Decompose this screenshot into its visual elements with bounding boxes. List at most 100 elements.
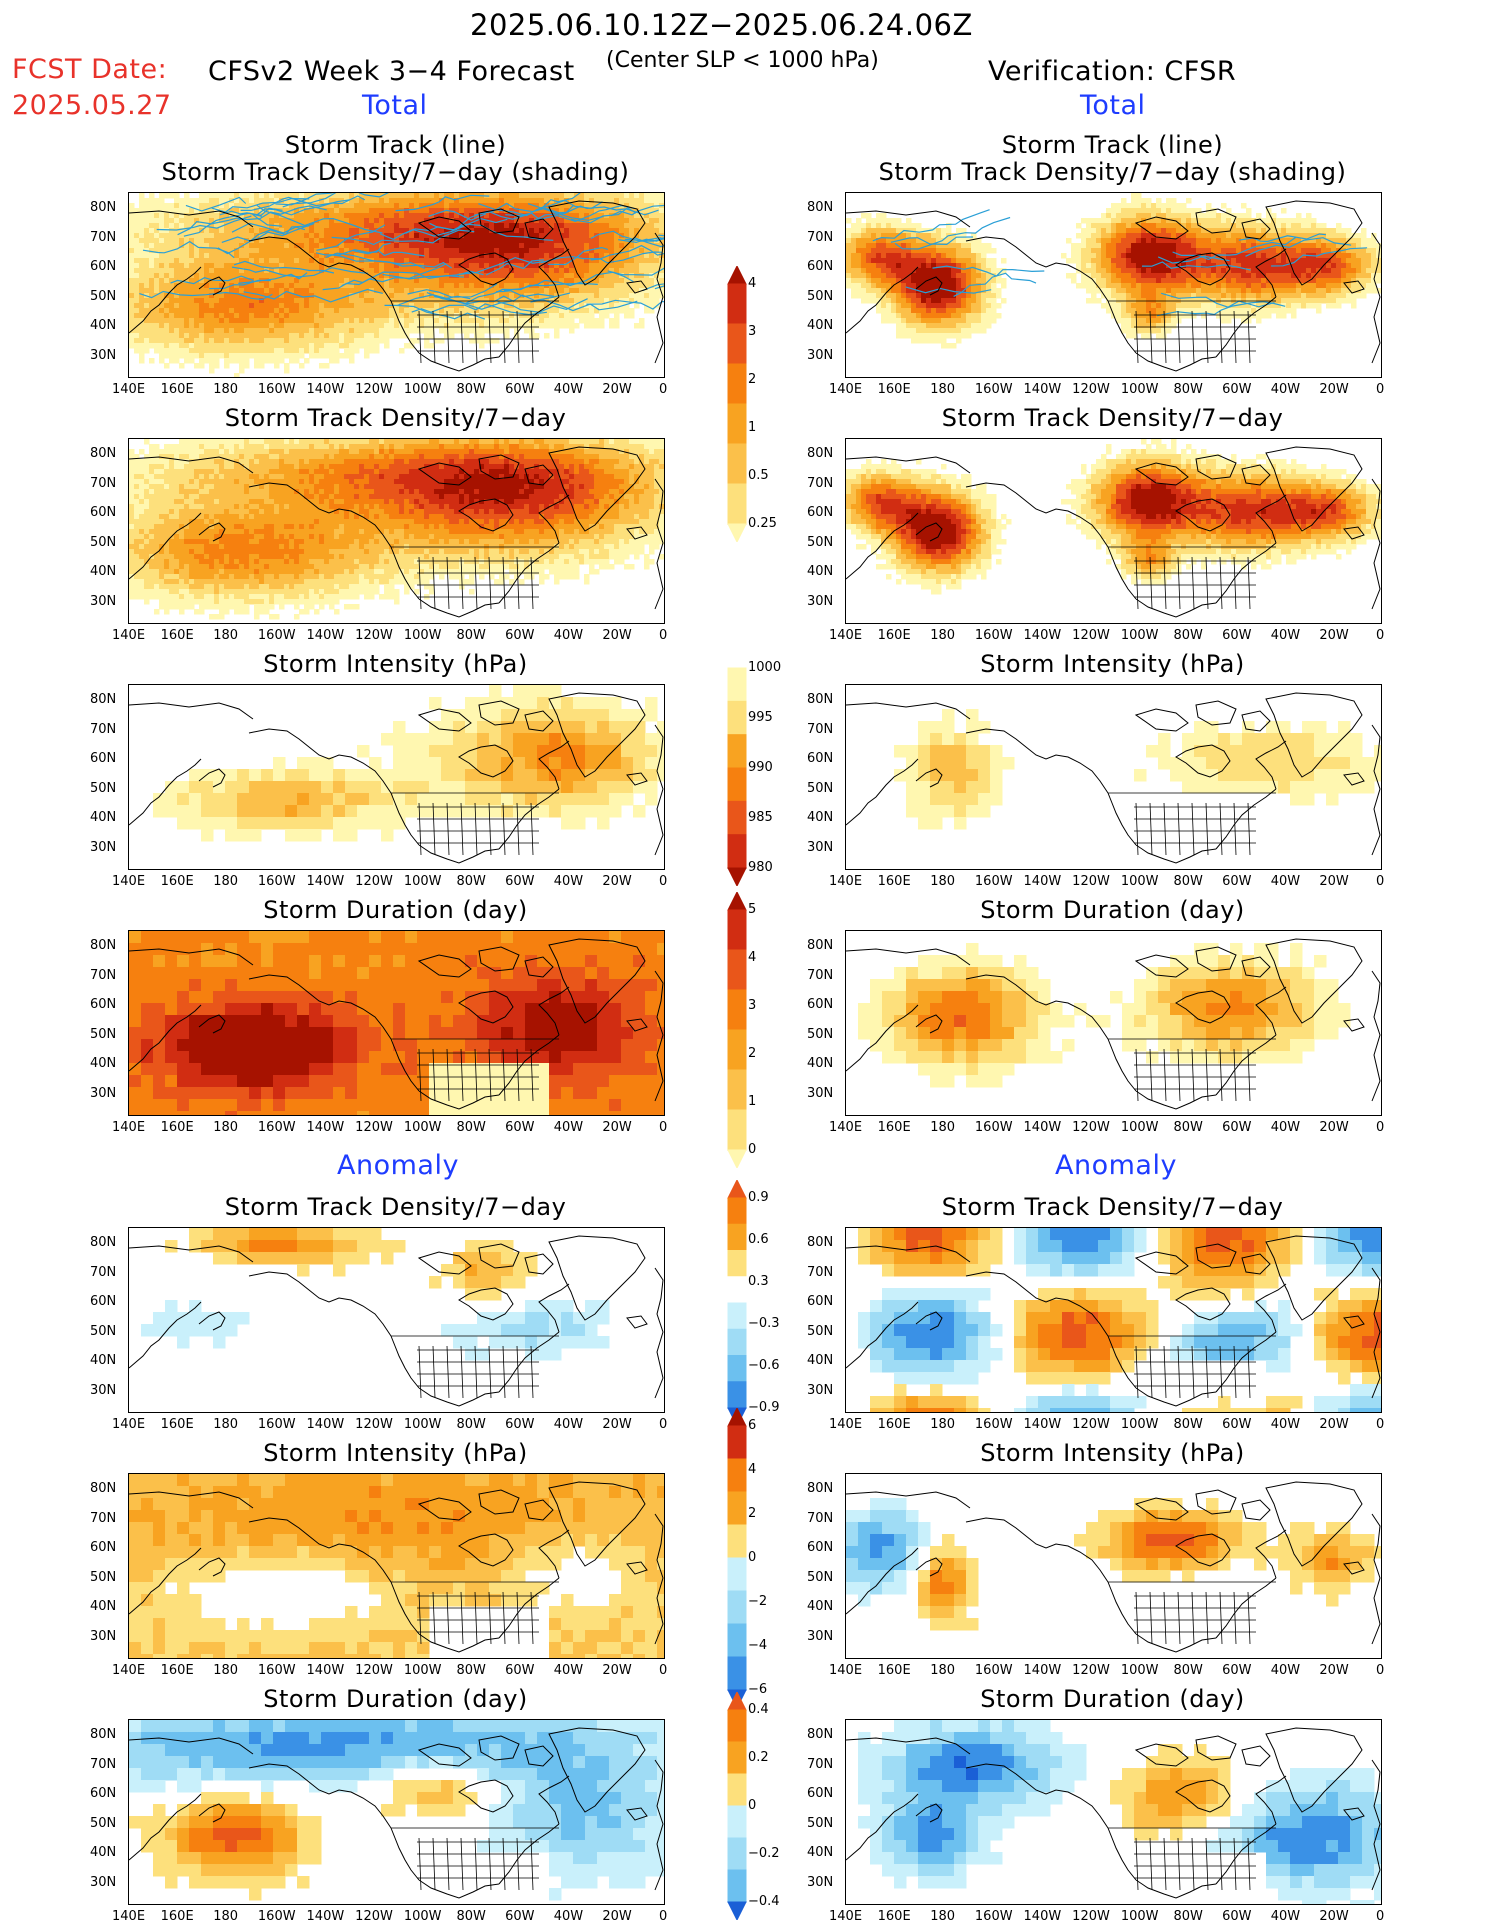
lon-label: 80W xyxy=(1173,628,1203,643)
colorbar-tick-label: 3 xyxy=(748,324,757,339)
lat-label: 40N xyxy=(807,564,834,579)
lon-label: 160W xyxy=(257,1663,296,1678)
lat-label: 40N xyxy=(807,318,834,333)
lon-label: 160E xyxy=(877,1663,911,1678)
lat-label: 50N xyxy=(90,534,117,550)
map-panel-density-right xyxy=(845,438,1382,624)
forecast-period: 2025.06.10.12Z−2025.06.24.06Z xyxy=(470,8,973,42)
lon-label: 20W xyxy=(602,874,632,889)
lon-label: 140E xyxy=(829,1663,863,1678)
lat-label: 40N xyxy=(807,1599,834,1614)
lon-label: 60W xyxy=(505,1663,535,1678)
lat-label: 30N xyxy=(807,593,834,609)
lon-label: 120W xyxy=(355,1417,393,1432)
lon-label: 20W xyxy=(1319,1663,1349,1678)
shading-field xyxy=(129,1720,664,1901)
lon-label: 140E xyxy=(829,628,863,643)
lon-label: 0 xyxy=(1376,1663,1385,1678)
lon-label: 140W xyxy=(306,382,345,397)
lat-label: 40N xyxy=(807,1353,834,1368)
lat-label: 50N xyxy=(807,1026,834,1042)
lat-label: 40N xyxy=(807,1056,834,1071)
lon-label: 120W xyxy=(1072,1663,1110,1678)
lon-label: 60W xyxy=(1222,1909,1252,1924)
lon-label: 40W xyxy=(1270,382,1301,397)
lat-label: 70N xyxy=(90,721,117,737)
lat-label: 40N xyxy=(90,564,117,579)
colorbar-duration-total xyxy=(726,892,748,1168)
lon-label: 140W xyxy=(1023,1417,1062,1432)
colorbar-intensity-total xyxy=(726,650,748,886)
lon-label: 40W xyxy=(553,1417,584,1432)
lat-label: 70N xyxy=(807,1510,834,1526)
title-track-shading-right: Storm Track Density/7−day (shading) xyxy=(878,158,1347,186)
title-intensity-right: Storm Intensity (hPa) xyxy=(980,650,1245,678)
colorbar-tick-label: −0.9 xyxy=(748,1400,780,1415)
lon-label: 180 xyxy=(213,1663,239,1678)
lon-label: 140W xyxy=(306,1417,345,1432)
lon-label: 60W xyxy=(505,1120,535,1135)
lon-label: 160W xyxy=(974,382,1013,397)
lat-label: 30N xyxy=(807,1874,834,1890)
lon-label: 60W xyxy=(1222,1663,1252,1678)
lon-label: 40W xyxy=(1270,1417,1301,1432)
lon-label: 160W xyxy=(257,628,296,643)
section-total-right: Total xyxy=(1080,90,1146,121)
title-track-line-left: Storm Track (line) xyxy=(284,131,507,159)
colorbar-tick-label: 0.9 xyxy=(748,1190,769,1205)
lat-label: 70N xyxy=(90,967,117,983)
lon-label: 40W xyxy=(553,1120,584,1135)
shading-field xyxy=(129,193,664,377)
lon-label: 0 xyxy=(1376,1120,1385,1135)
lon-label: 180 xyxy=(930,1417,956,1432)
coastlines xyxy=(846,1235,1381,1407)
lon-label: 20W xyxy=(602,1120,632,1135)
shading-field xyxy=(858,943,1351,1088)
shading-field xyxy=(153,685,664,842)
lat-label: 60N xyxy=(90,259,117,274)
lon-label: 60W xyxy=(505,1417,535,1432)
lon-label: 40W xyxy=(553,874,584,889)
colorbar-tick-label: 0.5 xyxy=(748,468,769,483)
lon-label: 160E xyxy=(160,628,194,643)
lon-label: 120W xyxy=(355,1909,393,1924)
colorbar-tick-label: 1 xyxy=(748,1094,757,1109)
lon-label: 180 xyxy=(213,382,239,397)
lon-label: 180 xyxy=(213,1417,239,1432)
coastlines xyxy=(129,200,664,372)
lon-label: 160E xyxy=(877,628,911,643)
lon-label: 180 xyxy=(930,628,956,643)
lon-label: 20W xyxy=(1319,628,1349,643)
coastlines xyxy=(846,1727,1381,1899)
colorbar-tick-label: 980 xyxy=(748,860,773,875)
lon-label: 60W xyxy=(1222,874,1252,889)
lon-label: 40W xyxy=(553,1909,584,1924)
lon-label: 180 xyxy=(213,874,239,889)
storm-track-lines xyxy=(872,209,1368,317)
lon-label: 160E xyxy=(160,1663,194,1678)
lon-label: 160E xyxy=(877,874,911,889)
lat-label: 70N xyxy=(807,721,834,737)
lat-label: 30N xyxy=(90,1085,117,1101)
lat-label: 60N xyxy=(807,997,834,1012)
map-panel-duration-left xyxy=(128,930,665,1116)
lat-label: 40N xyxy=(807,810,834,825)
coastlines xyxy=(846,1481,1381,1653)
lon-label: 40W xyxy=(1270,1909,1301,1924)
section-anomaly-right: Anomaly xyxy=(1055,1150,1177,1181)
lon-label: 180 xyxy=(930,382,956,397)
lon-label: 0 xyxy=(1376,1417,1385,1432)
lon-label: 40W xyxy=(1270,1120,1301,1135)
lat-label: 60N xyxy=(807,1540,834,1555)
colorbar-tick-label: −4 xyxy=(748,1638,768,1653)
colorbar-tick-label: −0.6 xyxy=(748,1358,780,1373)
lat-label: 60N xyxy=(90,751,117,766)
lon-label: 20W xyxy=(1319,1120,1349,1135)
lat-label: 70N xyxy=(90,475,117,491)
colorbar-tick-label: 2 xyxy=(748,372,757,387)
lat-label: 30N xyxy=(90,839,117,855)
lat-label: 70N xyxy=(90,229,117,245)
colorbar-tick-label: 0 xyxy=(748,1142,757,1157)
lat-label: 50N xyxy=(90,1026,117,1042)
title-duration-left: Storm Duration (day) xyxy=(263,896,528,924)
